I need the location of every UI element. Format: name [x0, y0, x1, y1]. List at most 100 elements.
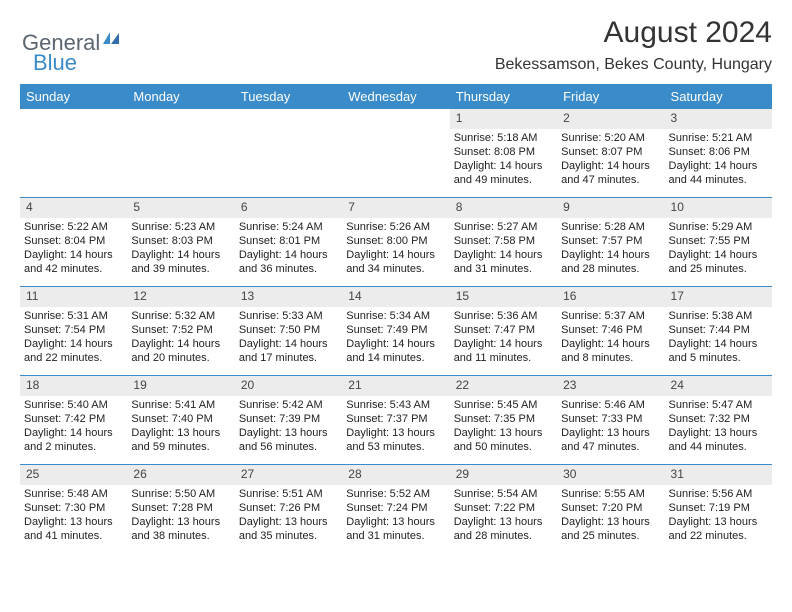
calendar-cell: 23Sunrise: 5:46 AMSunset: 7:33 PMDayligh…: [557, 376, 664, 464]
sunrise-line: Sunrise: 5:31 AM: [24, 309, 123, 323]
sunrise-line: Sunrise: 5:23 AM: [131, 220, 230, 234]
calendar-cell: 17Sunrise: 5:38 AMSunset: 7:44 PMDayligh…: [665, 287, 772, 375]
daylight-line: Daylight: 14 hours and 28 minutes.: [561, 248, 660, 277]
sunrise-line: Sunrise: 5:32 AM: [131, 309, 230, 323]
daylight-line: Daylight: 13 hours and 41 minutes.: [24, 515, 123, 544]
calendar-cell: 10Sunrise: 5:29 AMSunset: 7:55 PMDayligh…: [665, 198, 772, 286]
sunset-line: Sunset: 7:30 PM: [24, 501, 123, 515]
daylight-line: Daylight: 13 hours and 38 minutes.: [131, 515, 230, 544]
sunrise-line: Sunrise: 5:38 AM: [669, 309, 768, 323]
calendar-cell: 2Sunrise: 5:20 AMSunset: 8:07 PMDaylight…: [557, 109, 664, 197]
sunrise-line: Sunrise: 5:56 AM: [669, 487, 768, 501]
calendar-cell: 12Sunrise: 5:32 AMSunset: 7:52 PMDayligh…: [127, 287, 234, 375]
calendar-cell: 5Sunrise: 5:23 AMSunset: 8:03 PMDaylight…: [127, 198, 234, 286]
calendar-cell: .: [342, 109, 449, 197]
calendar-cell: 9Sunrise: 5:28 AMSunset: 7:57 PMDaylight…: [557, 198, 664, 286]
day-number: 28: [342, 465, 449, 485]
calendar-cell: 20Sunrise: 5:42 AMSunset: 7:39 PMDayligh…: [235, 376, 342, 464]
day-header-cell: Sunday: [20, 84, 127, 109]
sunrise-line: Sunrise: 5:42 AM: [239, 398, 338, 412]
sunset-line: Sunset: 7:19 PM: [669, 501, 768, 515]
daylight-line: Daylight: 13 hours and 50 minutes.: [454, 426, 553, 455]
sunrise-line: Sunrise: 5:29 AM: [669, 220, 768, 234]
calendar-week: 18Sunrise: 5:40 AMSunset: 7:42 PMDayligh…: [20, 376, 772, 465]
day-number: 15: [450, 287, 557, 307]
daylight-line: Daylight: 14 hours and 20 minutes.: [131, 337, 230, 366]
sunrise-line: Sunrise: 5:40 AM: [24, 398, 123, 412]
day-number: 3: [665, 109, 772, 129]
day-number: 4: [20, 198, 127, 218]
day-number: 30: [557, 465, 664, 485]
sunset-line: Sunset: 7:42 PM: [24, 412, 123, 426]
sunrise-line: Sunrise: 5:43 AM: [346, 398, 445, 412]
calendar-body: ....1Sunrise: 5:18 AMSunset: 8:08 PMDayl…: [20, 109, 772, 553]
daylight-line: Daylight: 13 hours and 47 minutes.: [561, 426, 660, 455]
sunset-line: Sunset: 7:28 PM: [131, 501, 230, 515]
day-number: 17: [665, 287, 772, 307]
day-number: 5: [127, 198, 234, 218]
day-number: 21: [342, 376, 449, 396]
sunrise-line: Sunrise: 5:28 AM: [561, 220, 660, 234]
calendar-cell: .: [127, 109, 234, 197]
page-title: August 2024: [495, 16, 772, 50]
sunrise-line: Sunrise: 5:55 AM: [561, 487, 660, 501]
sunrise-line: Sunrise: 5:37 AM: [561, 309, 660, 323]
daylight-line: Daylight: 14 hours and 36 minutes.: [239, 248, 338, 277]
calendar-cell: 7Sunrise: 5:26 AMSunset: 8:00 PMDaylight…: [342, 198, 449, 286]
sunset-line: Sunset: 7:52 PM: [131, 323, 230, 337]
sunset-line: Sunset: 7:47 PM: [454, 323, 553, 337]
day-number: 11: [20, 287, 127, 307]
sunrise-line: Sunrise: 5:45 AM: [454, 398, 553, 412]
sunset-line: Sunset: 7:24 PM: [346, 501, 445, 515]
calendar: SundayMondayTuesdayWednesdayThursdayFrid…: [20, 84, 772, 553]
day-header-cell: Thursday: [450, 84, 557, 109]
sunset-line: Sunset: 7:54 PM: [24, 323, 123, 337]
sunrise-line: Sunrise: 5:33 AM: [239, 309, 338, 323]
daylight-line: Daylight: 14 hours and 17 minutes.: [239, 337, 338, 366]
day-number: 23: [557, 376, 664, 396]
day-number: 9: [557, 198, 664, 218]
calendar-cell: 29Sunrise: 5:54 AMSunset: 7:22 PMDayligh…: [450, 465, 557, 553]
sunrise-line: Sunrise: 5:54 AM: [454, 487, 553, 501]
sunset-line: Sunset: 8:07 PM: [561, 145, 660, 159]
daylight-line: Daylight: 14 hours and 11 minutes.: [454, 337, 553, 366]
calendar-cell: .: [235, 109, 342, 197]
daylight-line: Daylight: 13 hours and 44 minutes.: [669, 426, 768, 455]
daylight-line: Daylight: 13 hours and 28 minutes.: [454, 515, 553, 544]
sunrise-line: Sunrise: 5:18 AM: [454, 131, 553, 145]
daylight-line: Daylight: 14 hours and 39 minutes.: [131, 248, 230, 277]
calendar-cell: 13Sunrise: 5:33 AMSunset: 7:50 PMDayligh…: [235, 287, 342, 375]
sunset-line: Sunset: 7:55 PM: [669, 234, 768, 248]
calendar-cell: 30Sunrise: 5:55 AMSunset: 7:20 PMDayligh…: [557, 465, 664, 553]
sunrise-line: Sunrise: 5:50 AM: [131, 487, 230, 501]
calendar-cell: 31Sunrise: 5:56 AMSunset: 7:19 PMDayligh…: [665, 465, 772, 553]
day-number: 24: [665, 376, 772, 396]
sunset-line: Sunset: 7:50 PM: [239, 323, 338, 337]
day-header-cell: Tuesday: [235, 84, 342, 109]
sunrise-line: Sunrise: 5:47 AM: [669, 398, 768, 412]
page: General August 2024 Bekessamson, Bekes C…: [0, 0, 792, 553]
sunset-line: Sunset: 7:20 PM: [561, 501, 660, 515]
calendar-cell: 18Sunrise: 5:40 AMSunset: 7:42 PMDayligh…: [20, 376, 127, 464]
day-number: 19: [127, 376, 234, 396]
sunrise-line: Sunrise: 5:46 AM: [561, 398, 660, 412]
calendar-cell: 21Sunrise: 5:43 AMSunset: 7:37 PMDayligh…: [342, 376, 449, 464]
day-number: 7: [342, 198, 449, 218]
day-header-cell: Saturday: [665, 84, 772, 109]
day-number: 1: [450, 109, 557, 129]
sunset-line: Sunset: 8:00 PM: [346, 234, 445, 248]
calendar-week: ....1Sunrise: 5:18 AMSunset: 8:08 PMDayl…: [20, 109, 772, 198]
daylight-line: Daylight: 14 hours and 14 minutes.: [346, 337, 445, 366]
daylight-line: Daylight: 14 hours and 22 minutes.: [24, 337, 123, 366]
calendar-cell: 4Sunrise: 5:22 AMSunset: 8:04 PMDaylight…: [20, 198, 127, 286]
sunset-line: Sunset: 7:39 PM: [239, 412, 338, 426]
sunrise-line: Sunrise: 5:52 AM: [346, 487, 445, 501]
day-number: 31: [665, 465, 772, 485]
sunrise-line: Sunrise: 5:51 AM: [239, 487, 338, 501]
sunrise-line: Sunrise: 5:36 AM: [454, 309, 553, 323]
day-number: 29: [450, 465, 557, 485]
day-number: 26: [127, 465, 234, 485]
calendar-week: 11Sunrise: 5:31 AMSunset: 7:54 PMDayligh…: [20, 287, 772, 376]
page-subtitle: Bekessamson, Bekes County, Hungary: [495, 56, 772, 74]
day-number: 6: [235, 198, 342, 218]
